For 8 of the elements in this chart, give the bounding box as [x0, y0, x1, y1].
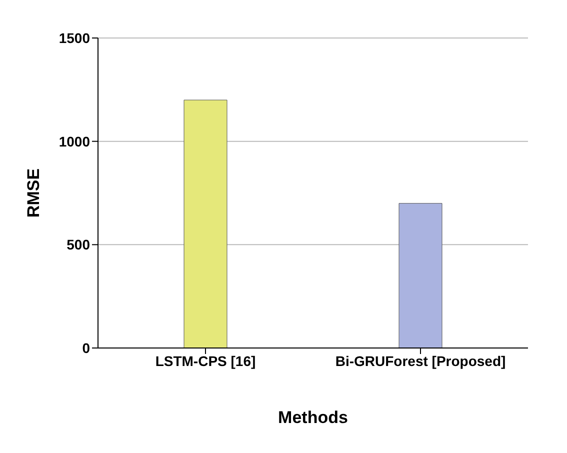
x-tick-label: LSTM-CPS [16] [155, 352, 256, 369]
y-tick-label: 500 [66, 236, 90, 253]
y-axis-title: RMSE [24, 168, 44, 218]
y-tick-label: 1500 [58, 30, 90, 46]
x-axis-title: Methods [278, 408, 348, 427]
x-tick-label: Bi-GRUForest [Proposed] [335, 352, 506, 369]
y-tick-label: 0 [82, 340, 90, 356]
y-tick-label: 1000 [58, 133, 90, 150]
